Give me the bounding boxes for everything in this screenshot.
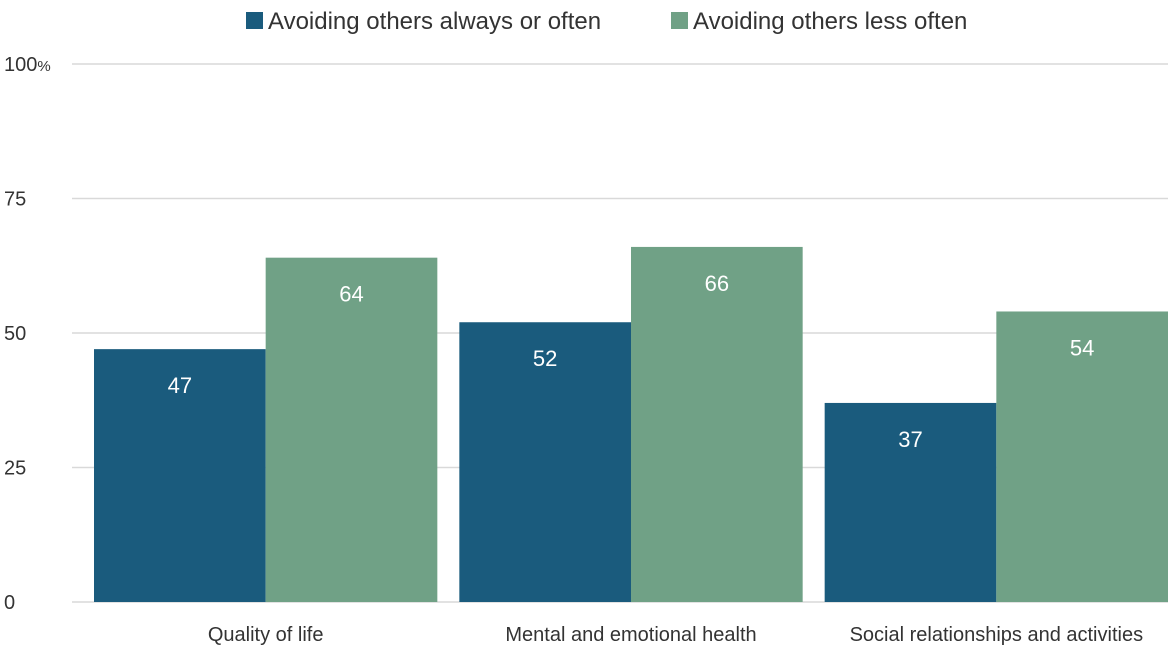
y-tick-value: 100	[4, 54, 37, 76]
y-tick-value: 50	[4, 323, 26, 345]
bar	[265, 257, 438, 602]
bars	[94, 246, 1168, 603]
x-tick-label: Social relationships and activities	[850, 624, 1144, 646]
y-tick-label: 100%	[4, 54, 51, 76]
legend-item: Avoiding others always or often	[246, 8, 601, 35]
y-tick-value: 0	[4, 592, 15, 614]
bar	[94, 349, 266, 602]
y-axis-tick-labels: 0 25 50 75 100%	[4, 54, 51, 614]
legend-item: Avoiding others less often	[671, 8, 967, 35]
y-tick-label: 50	[4, 323, 26, 345]
x-tick-label: Mental and emotional health	[505, 624, 756, 646]
data-label: 52	[533, 346, 557, 371]
data-label: 37	[898, 427, 922, 452]
x-axis-tick-labels: Quality of life Mental and emotional heal…	[208, 624, 1143, 646]
bar	[631, 246, 803, 603]
legend-swatch	[671, 12, 688, 29]
bar	[996, 311, 1168, 602]
y-tick-value: 25	[4, 458, 26, 480]
legend-label: Avoiding others less often	[693, 8, 967, 35]
bar	[824, 402, 997, 602]
data-label: 64	[339, 282, 363, 307]
data-label: 66	[705, 271, 729, 296]
y-tick-unit: %	[37, 58, 50, 75]
data-labels: 47 64 52 66 37 54	[168, 271, 1095, 452]
y-tick-value: 75	[4, 189, 26, 211]
legend: Avoiding others always or often Avoiding …	[246, 8, 967, 35]
x-tick-label: Quality of life	[208, 624, 324, 646]
y-tick-label: 0	[4, 592, 15, 614]
data-label: 54	[1070, 335, 1094, 360]
data-label: 47	[168, 373, 192, 398]
legend-swatch	[246, 12, 263, 29]
bar	[459, 322, 631, 602]
y-tick-label: 25	[4, 458, 26, 480]
y-tick-label: 75	[4, 189, 26, 211]
legend-label: Avoiding others always or often	[268, 8, 601, 35]
